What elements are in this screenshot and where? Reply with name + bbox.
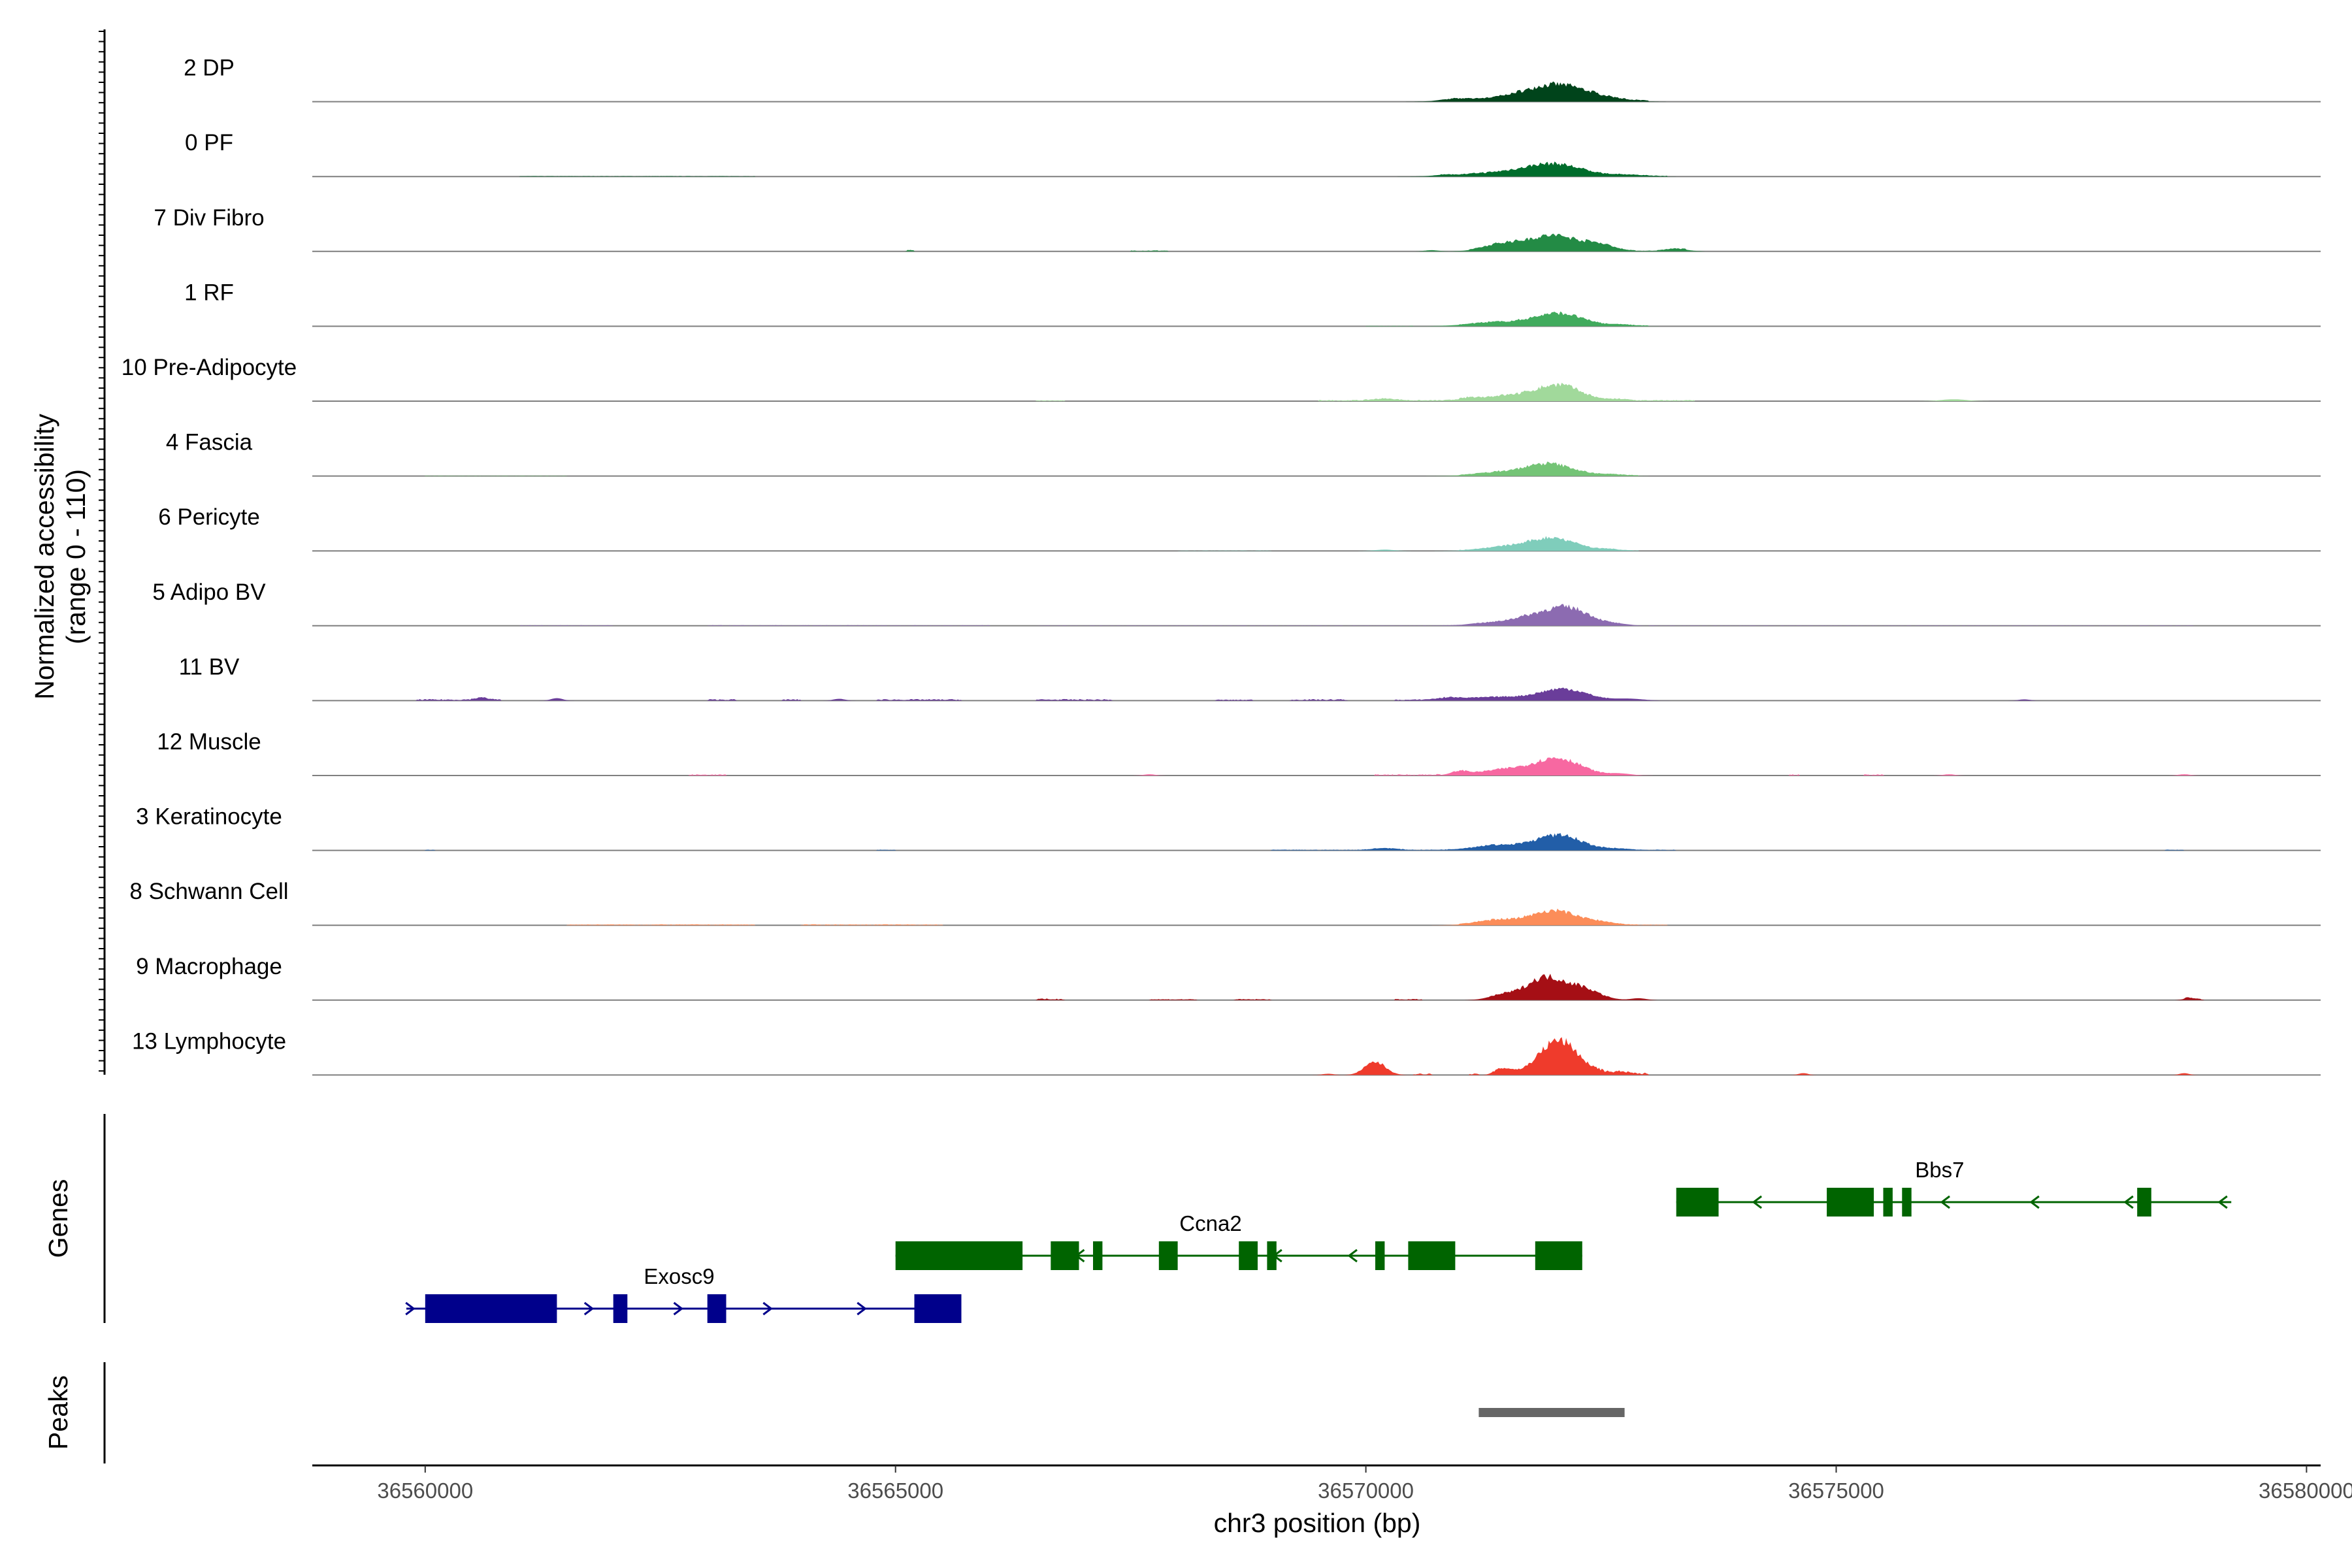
- gene-exon: [1408, 1241, 1456, 1270]
- strand-arrow: [2123, 1195, 2134, 1209]
- track-label: 8 Schwann Cell: [129, 879, 288, 904]
- coverage-track: 3 Keratinocyte: [136, 804, 2321, 851]
- coverage-track: 12 Muscle: [157, 729, 2321, 776]
- coverage-track: 0 PF: [185, 130, 2321, 178]
- track-label: 10 Pre-Adipocyte: [122, 355, 297, 380]
- gene-name: Bbs7: [1915, 1158, 1964, 1182]
- y-axis-title: Normalized accessibility (range 0 - 110): [29, 414, 91, 700]
- x-tick-label: 36575000: [1788, 1478, 1884, 1503]
- gene-exon: [1239, 1241, 1258, 1270]
- gene-exon: [914, 1294, 962, 1323]
- coverage-track: 11 BV: [179, 654, 2321, 702]
- track-label: 7 Div Fibro: [154, 205, 264, 231]
- coverage-track: 5 Adipo BV: [152, 580, 2321, 627]
- track-label: 4 Fascia: [166, 430, 253, 455]
- gene-name: Ccna2: [1179, 1211, 1241, 1235]
- strand-arrow: [673, 1301, 684, 1316]
- peak-region: [1478, 1408, 1625, 1417]
- track-label: 12 Muscle: [157, 729, 261, 755]
- gene-name: Exosc9: [644, 1264, 714, 1288]
- coverage-track: 9 Macrophage: [136, 954, 2321, 1001]
- x-tick-label: 36560000: [377, 1478, 473, 1503]
- track-label: 11 BV: [179, 654, 240, 679]
- gene-exon: [1158, 1241, 1178, 1270]
- coverage-track: 10 Pre-Adipocyte: [122, 355, 2321, 402]
- gene-exon: [1827, 1188, 1874, 1217]
- gene-exon: [425, 1294, 557, 1323]
- strand-arrow: [1347, 1249, 1358, 1263]
- track-label: 3 Keratinocyte: [136, 804, 282, 830]
- gene-exon: [613, 1294, 628, 1323]
- gene-exon: [1375, 1241, 1385, 1270]
- strand-arrow: [2029, 1195, 2040, 1209]
- gene-exon: [1676, 1188, 1719, 1217]
- gene-exon: [1902, 1188, 1912, 1217]
- strand-arrow: [405, 1301, 416, 1316]
- coverage-track: 8 Schwann Cell: [129, 879, 2321, 926]
- strand-arrow: [1272, 1249, 1282, 1263]
- gene: Ccna2: [895, 1211, 1582, 1270]
- gene-exon: [895, 1241, 1023, 1270]
- coverage-track: 7 Div Fibro: [154, 205, 2321, 252]
- strand-arrow: [1752, 1195, 1763, 1209]
- gene-annotations: Bbs7 Ccna2 Exosc9: [405, 1158, 2232, 1323]
- coverage-track: 13 Lymphocyte: [132, 1028, 2321, 1076]
- gene: Exosc9: [405, 1264, 962, 1323]
- track-label: 6 Pericyte: [158, 504, 260, 530]
- coverage-track: 1 RF: [184, 280, 2321, 327]
- x-axis-ticks: 36560000 36565000 36570000 36575000 36580000: [377, 1465, 2352, 1503]
- x-tick-label: 36580000: [2259, 1478, 2352, 1503]
- gene-exon: [707, 1294, 727, 1323]
- gene-exon: [1267, 1241, 1277, 1270]
- track-label: 0 PF: [185, 130, 233, 155]
- track-label: 5 Adipo BV: [152, 580, 266, 605]
- x-tick-label: 36565000: [847, 1478, 943, 1503]
- genes-track-label: Genes: [43, 1179, 73, 1258]
- peaks-track-label: Peaks: [43, 1375, 73, 1450]
- strand-arrow: [583, 1301, 595, 1316]
- strand-arrow: [762, 1301, 773, 1316]
- strand-arrow: [1940, 1195, 1950, 1209]
- gene: Bbs7: [1676, 1158, 2232, 1217]
- y-axis-title-line1: Normalized accessibility: [29, 414, 59, 700]
- track-label: 2 DP: [184, 56, 235, 81]
- strand-arrow: [1074, 1249, 1085, 1263]
- strand-arrow: [2217, 1195, 2228, 1209]
- gene-exon: [1093, 1241, 1103, 1270]
- coverage-tracks: 2 DP 0 PF 7 Div Fibro 1 RF 10 Pre-Adipocyte 4…: [122, 56, 2321, 1076]
- coverage-track: 2 DP: [184, 56, 2321, 103]
- coverage-track: 6 Pericyte: [158, 504, 2321, 552]
- gene-exon: [1051, 1241, 1079, 1270]
- track-label: 9 Macrophage: [136, 954, 282, 979]
- gene-exon: [1535, 1241, 1582, 1270]
- gene-exon: [2137, 1188, 2151, 1217]
- gene-exon: [1883, 1188, 1893, 1217]
- peak-regions: [1478, 1408, 1625, 1417]
- x-tick-label: 36570000: [1318, 1478, 1414, 1503]
- coverage-track: 4 Fascia: [166, 430, 2321, 477]
- y-axis-title-line2: (range 0 - 110): [61, 469, 91, 644]
- coverage-y-ticks: [99, 31, 105, 1072]
- strand-arrow: [857, 1301, 867, 1316]
- x-axis-title: chr3 position (bp): [1214, 1508, 1421, 1538]
- track-label: 13 Lymphocyte: [132, 1028, 286, 1054]
- track-label: 1 RF: [184, 280, 234, 305]
